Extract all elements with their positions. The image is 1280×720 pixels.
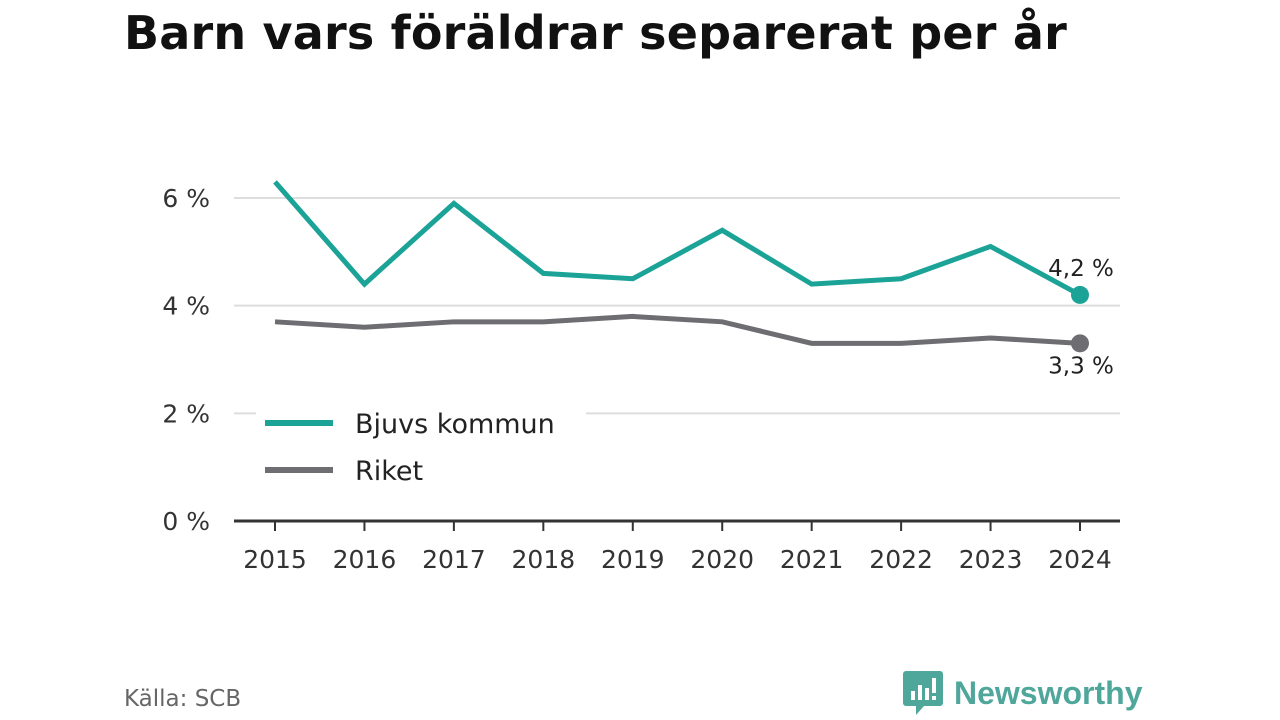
x-tick-label: 2016 [333, 545, 397, 574]
series-lines: 4,2 % 3,3 % [273, 180, 1114, 379]
x-tick-label: 2024 [1048, 545, 1112, 574]
x-tick-label: 2022 [869, 545, 933, 574]
gridlines [234, 197, 1120, 415]
series-line-riket [274, 313, 1081, 346]
brand-name: Newsworthy [954, 674, 1143, 711]
series-line-bjuv [273, 180, 1082, 298]
chart-title: Barn vars föräldrar separerat per år [124, 6, 1068, 60]
end-value-label: 4,2 % [1048, 256, 1114, 282]
x-tick-label: 2021 [780, 545, 844, 574]
legend: Bjuvs kommun Riket [256, 398, 586, 498]
x-axis: 2015 2016 2017 2018 2019 2020 2021 2022 2023 2024 [234, 519, 1120, 574]
x-tick-label: 2019 [601, 545, 665, 574]
x-tick-label: 2020 [690, 545, 754, 574]
legend-background [256, 398, 586, 498]
newsworthy-logo-icon [903, 671, 943, 715]
brand-logo: Newsworthy [902, 669, 1142, 717]
x-tick-label: 2015 [243, 545, 307, 574]
series-end-marker [1071, 334, 1089, 353]
series-end-marker [1071, 285, 1089, 304]
y-tick-label: 2 % [162, 399, 210, 428]
y-axis-ticks: 0 % 2 % 4 % 6 % [162, 184, 210, 536]
legend-label: Bjuvs kommun [355, 409, 555, 440]
legend-label: Riket [355, 456, 423, 487]
x-tick-label: 2018 [512, 545, 576, 574]
x-tick-label: 2017 [422, 545, 486, 574]
y-tick-label: 6 % [162, 184, 210, 213]
end-value-label: 3,3 % [1048, 353, 1114, 379]
y-tick-label: 4 % [162, 292, 210, 321]
source-note: Källa: SCB [124, 686, 242, 712]
x-tick-label: 2023 [959, 545, 1023, 574]
y-tick-label: 0 % [162, 507, 210, 536]
